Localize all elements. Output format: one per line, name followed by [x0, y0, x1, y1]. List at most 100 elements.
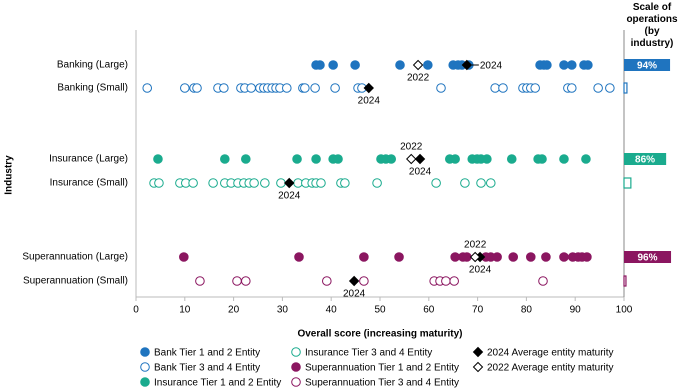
dot: [241, 276, 251, 286]
dot: [350, 60, 360, 70]
dot: [542, 60, 552, 70]
x-tick-label: 100: [616, 305, 633, 316]
dot: [192, 83, 202, 93]
average-marker: [348, 275, 360, 287]
dot: [330, 83, 340, 93]
category-label: Banking (Small): [57, 83, 128, 94]
dot: [538, 276, 548, 286]
dot: [359, 252, 369, 262]
dot: [281, 83, 292, 93]
legend-swatch: [472, 361, 484, 373]
average-marker: [469, 251, 481, 263]
average-label: 2024: [343, 289, 366, 300]
scale-bar: [623, 275, 627, 287]
x-tick-label: 20: [228, 305, 240, 316]
average-label: 2024: [278, 191, 301, 202]
dot: [310, 83, 320, 93]
dot: [179, 252, 189, 262]
x-tick-label: 30: [277, 305, 289, 316]
scale-label: 86%: [635, 155, 655, 166]
category-label: Insurance (Small): [50, 178, 128, 189]
legend-label: Superannuation Tier 3 and 4 Entity: [305, 378, 459, 389]
legend-swatch: [140, 347, 150, 357]
dot: [566, 83, 577, 93]
average-label: 2024: [358, 96, 381, 107]
x-tick-label: 10: [179, 305, 191, 316]
legend-swatch: [140, 377, 150, 387]
dot: [441, 276, 451, 286]
dot: [315, 60, 325, 70]
legend-label: 2022 Average entity maturity: [487, 363, 614, 374]
dot: [180, 83, 190, 93]
average-marker: [284, 177, 295, 189]
dot: [605, 83, 615, 93]
dot: [219, 83, 229, 93]
average-label: 2022: [407, 73, 430, 84]
dot: [249, 178, 259, 188]
x-tick-label: 40: [326, 305, 338, 316]
dot: [386, 154, 397, 164]
dot: [498, 83, 508, 93]
x-tick-label: 60: [423, 305, 435, 316]
dot: [506, 154, 517, 164]
dot: [423, 60, 433, 70]
dot: [541, 252, 551, 262]
dot: [593, 83, 603, 93]
dot: [276, 178, 286, 188]
dot: [537, 154, 547, 164]
dot: [153, 154, 163, 164]
x-tick-label: 90: [570, 305, 582, 316]
dot: [372, 178, 382, 188]
scale-bar: [623, 177, 632, 189]
legend-label: 2024 Average entity maturity: [487, 348, 614, 359]
dot: [300, 83, 310, 93]
average-label: 2022: [400, 142, 423, 153]
legend-swatch: [291, 347, 301, 357]
dot: [508, 252, 519, 262]
dot: [328, 60, 338, 70]
dot: [232, 276, 242, 286]
x-tick-label: 50: [374, 305, 386, 316]
dot: [482, 154, 492, 164]
dot: [195, 276, 205, 286]
dot: [485, 178, 496, 188]
dot: [154, 178, 164, 188]
legend-swatch: [140, 362, 150, 372]
scale-title: Scale of operations (by industry): [626, 2, 678, 49]
dot: [359, 276, 369, 286]
scale-bar: [623, 82, 628, 94]
category-label: Insurance (Large): [49, 154, 128, 165]
dot: [582, 252, 592, 262]
legend-label: Bank Tier 1 and 2 Entity: [154, 348, 260, 359]
category-label: Superannuation (Small): [23, 276, 128, 287]
average-label: 2024: [480, 61, 503, 72]
dot: [246, 83, 256, 93]
dot: [566, 60, 577, 70]
dot: [559, 252, 569, 262]
dot: [394, 252, 404, 262]
category-label: Banking (Large): [57, 60, 128, 71]
dot: [530, 83, 540, 93]
scale-bar: [624, 153, 667, 165]
average-marker: [406, 153, 417, 165]
dot: [450, 154, 460, 164]
average-label: 2024: [409, 167, 432, 178]
dot: [460, 178, 470, 188]
average-label: 2024: [469, 265, 492, 276]
legend-swatch: [472, 346, 484, 358]
legend-label: Bank Tier 3 and 4 Entity: [154, 363, 260, 374]
legend-swatch: [291, 362, 301, 372]
dot: [188, 178, 198, 188]
dot: [583, 60, 593, 70]
dot: [431, 178, 441, 188]
x-tick-label: 70: [472, 305, 484, 316]
x-tick-label: 0: [133, 305, 139, 316]
x-tick-label: 80: [521, 305, 533, 316]
dot: [559, 154, 569, 164]
dot: [581, 154, 591, 164]
average-marker: [363, 82, 374, 94]
dot: [316, 178, 326, 188]
dot: [462, 252, 472, 262]
legend-swatch: [291, 377, 301, 387]
